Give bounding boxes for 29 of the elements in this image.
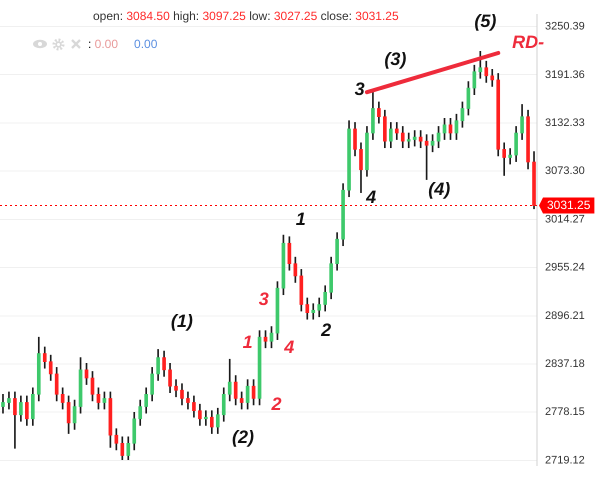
y-tick-label: 2719.12 [545,454,585,466]
y-tick-label: 2955.24 [545,262,585,274]
ref-line-label: 3031.25 [547,198,591,212]
y-tick-label: 2837.18 [545,358,585,370]
annotation: 1 [242,332,253,352]
annotation: 3 [354,78,365,99]
annotation: (1) [170,310,193,331]
candlestick [1,394,5,414]
annotation: RD- [512,32,544,52]
annotation: 1 [296,208,306,229]
y-tick-label: 2896.21 [545,310,585,322]
y-tick-label: 2778.15 [545,406,585,418]
annotation: 2 [320,320,332,340]
annotation: 4 [365,186,376,207]
y-tick-label: 3250.39 [545,20,585,33]
annotation: 3 [258,288,269,309]
annotation: open: 3084.50 high: 3097.25 low: 3027.25 close: 3031.25 [93,9,399,23]
y-tick-label: 3132.33 [545,116,585,129]
annotation: (3) [384,48,406,69]
annotation: (5) [474,10,496,31]
annotation: 4 [283,336,294,357]
annotation: 2 [270,394,282,414]
y-tick-label: 3014.27 [545,213,585,226]
annotation: (4) [428,178,450,199]
annotation: 0.00 [134,37,158,51]
y-tick-label: 3073.30 [545,165,585,178]
annotation: (2) [232,426,254,447]
y-tick-label: 3191.36 [545,68,585,81]
annotation: : 0.00 [88,37,118,51]
